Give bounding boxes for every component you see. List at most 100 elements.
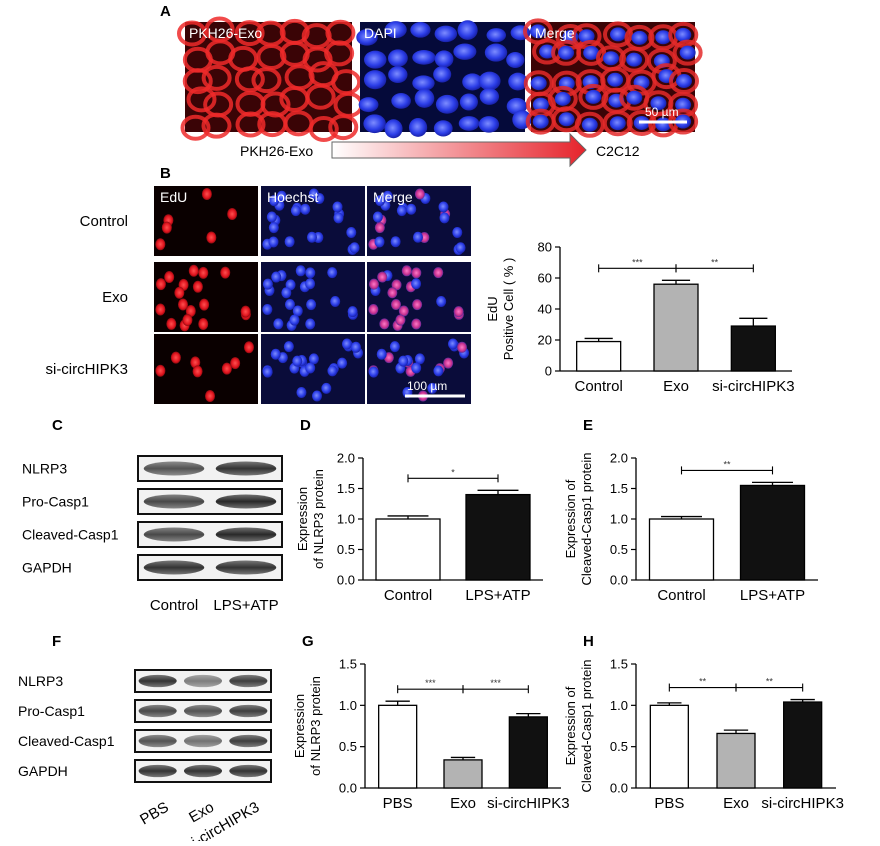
chart-e-chart: E 0.0 0.5 1.0 1.5 2.0 Expression ofCleaved-Cas… bbox=[563, 417, 818, 604]
band-label: Cleaved-Casp1 bbox=[22, 527, 119, 543]
micrograph-b bbox=[367, 262, 471, 332]
y-tick-label: 20 bbox=[538, 333, 552, 348]
y-axis-label-line: Expression bbox=[295, 487, 310, 551]
arrow-label-target: C2C12 bbox=[596, 143, 640, 159]
y-tick-label: 1.5 bbox=[610, 481, 628, 496]
significance-label: ** bbox=[699, 677, 707, 687]
y-tick-label: 40 bbox=[538, 302, 552, 317]
micrograph-b bbox=[261, 262, 365, 332]
bar bbox=[649, 704, 689, 789]
bar bbox=[783, 701, 823, 789]
blot-band bbox=[143, 461, 205, 476]
panel-a-arrow bbox=[331, 132, 587, 168]
y-tick-label: 0.5 bbox=[610, 542, 628, 557]
x-category-label: LPS+ATP bbox=[465, 587, 530, 604]
blot-band bbox=[138, 674, 177, 688]
significance-label: ** bbox=[766, 677, 774, 687]
blot-band bbox=[229, 704, 268, 718]
y-tick-label: 1.0 bbox=[610, 512, 628, 527]
bar bbox=[730, 325, 776, 372]
micrograph-a-2: DAPI bbox=[356, 20, 532, 139]
y-axis-label: Expression ofCleaved-Casp1 protein bbox=[563, 660, 594, 793]
y-tick-label: 1.0 bbox=[610, 698, 628, 713]
y-tick-label: 1.5 bbox=[610, 657, 628, 672]
row-label: si-circHIPK3 bbox=[45, 361, 128, 378]
blot-band bbox=[229, 764, 268, 778]
y-tick-label: 0.5 bbox=[337, 542, 355, 557]
bar bbox=[576, 340, 622, 372]
y-axis-label-line: Expression bbox=[292, 694, 307, 758]
micrograph-b-label: Merge bbox=[373, 189, 413, 205]
micrograph-a-1: PKH26-Exo bbox=[177, 16, 364, 142]
chart-b-chart: 0 20 40 60 80 EdUPositive Cell ( % ) Control Ex… bbox=[485, 240, 795, 396]
x-category-label: Exo bbox=[450, 795, 476, 812]
band-label: GAPDH bbox=[18, 763, 68, 779]
y-axis-label-line: of NLRP3 protein bbox=[308, 676, 323, 776]
band-label: NLRP3 bbox=[22, 461, 67, 477]
lane-label: PBS bbox=[137, 799, 171, 829]
scale-bar-b-label: 100 µm bbox=[407, 379, 447, 393]
x-category-label: si-circHIPK3 bbox=[761, 795, 844, 812]
bar bbox=[443, 759, 483, 789]
blot-band bbox=[215, 494, 277, 509]
bar bbox=[653, 283, 699, 372]
micrograph-b: Merge bbox=[367, 186, 471, 256]
micrograph-b: EdU bbox=[154, 186, 258, 256]
micrograph-b: 100 µm bbox=[367, 334, 471, 404]
x-category-label: LPS+ATP bbox=[740, 587, 805, 604]
panel-label-b: B bbox=[160, 165, 171, 182]
y-axis-label-line: Cleaved-Casp1 protein bbox=[579, 453, 594, 586]
significance-label: *** bbox=[632, 257, 643, 267]
micrograph-b bbox=[154, 262, 258, 332]
blot-band bbox=[143, 560, 205, 575]
significance-label: *** bbox=[425, 678, 436, 688]
micrograph-b-label: EdU bbox=[160, 189, 187, 205]
bar bbox=[508, 716, 548, 789]
y-tick-label: 0.0 bbox=[339, 781, 357, 796]
chart-panel-letter: D bbox=[300, 417, 311, 434]
y-tick-label: 1.0 bbox=[339, 698, 357, 713]
y-axis-label-line: Expression of bbox=[563, 686, 578, 765]
chart-panel-letter: E bbox=[583, 417, 593, 434]
panel-label-a: A bbox=[160, 3, 171, 20]
panel-label-c: C bbox=[52, 417, 63, 434]
blot-band bbox=[143, 527, 205, 542]
blot-band bbox=[183, 704, 223, 718]
blot-band bbox=[138, 734, 177, 748]
band-label: GAPDH bbox=[22, 560, 72, 576]
row-label: Control bbox=[80, 213, 128, 230]
panel-b-micrographs: Control Exo si-circHIPK3 EdU Hoechst Merge 100… bbox=[45, 186, 471, 404]
bar bbox=[648, 518, 715, 581]
y-tick-label: 0.5 bbox=[610, 739, 628, 754]
y-axis-label: Expressionof NLRP3 protein bbox=[295, 469, 326, 569]
y-axis-label-line: Cleaved-Casp1 protein bbox=[579, 660, 594, 793]
panel-a-micrographs: PKH26-Exo DAPI Merge 50 µm bbox=[177, 16, 703, 142]
bar-charts: 0 20 40 60 80 EdUPositive Cell ( % ) Control Ex… bbox=[292, 240, 844, 813]
y-tick-label: 2.0 bbox=[337, 451, 355, 466]
x-category-label: PBS bbox=[654, 795, 684, 812]
y-tick-label: 0 bbox=[545, 364, 552, 379]
y-axis-label-line: EdU bbox=[485, 296, 500, 321]
blot-band bbox=[215, 560, 277, 575]
significance-label: ** bbox=[711, 257, 719, 267]
significance-label: ** bbox=[723, 459, 731, 469]
y-axis-label: Expression ofCleaved-Casp1 protein bbox=[563, 453, 594, 586]
bar bbox=[375, 518, 441, 581]
micrograph-b-label: Hoechst bbox=[267, 189, 318, 205]
y-axis-label: EdUPositive Cell ( % ) bbox=[485, 258, 516, 361]
y-tick-label: 0.0 bbox=[610, 781, 628, 796]
micrograph-b bbox=[154, 334, 258, 404]
blot-band bbox=[183, 764, 223, 778]
x-category-label: Control bbox=[574, 378, 622, 395]
blot-band bbox=[138, 704, 177, 718]
y-tick-label: 80 bbox=[538, 240, 552, 255]
band-label: Pro-Casp1 bbox=[22, 494, 89, 510]
chart-panel-letter: H bbox=[583, 633, 594, 650]
bar bbox=[378, 704, 418, 789]
bar bbox=[739, 484, 806, 581]
x-category-label: Control bbox=[657, 587, 705, 604]
blot-band bbox=[215, 461, 277, 476]
significance-label: * bbox=[451, 467, 455, 477]
